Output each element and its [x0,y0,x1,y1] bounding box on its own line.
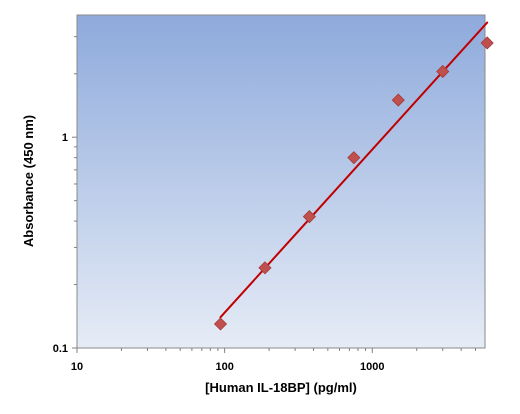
data-point-diamond [347,151,361,165]
y-tick-label: 1 [62,132,68,144]
data-point-diamond [258,261,272,275]
y-tick-label: 0.1 [53,343,68,355]
data-point-diamond [213,317,228,331]
y-axis: 0.11 [53,36,77,355]
series-layer [213,21,494,331]
data-point-diamond [302,210,316,224]
data-point-diamond [436,64,450,79]
x-tick-label: 100 [215,361,233,373]
x-tick-label: 10 [71,361,83,373]
data-point-diamond [391,93,405,107]
x-axis-title: [Human IL-18BP] (pg/ml) [205,380,357,395]
x-tick-label: 1000 [360,361,384,373]
y-axis-title: Absorbance (450 nm) [21,115,36,247]
plot-area [76,14,486,349]
x-axis: 10 100 1000 [71,348,476,373]
data-point-diamond [480,36,494,50]
